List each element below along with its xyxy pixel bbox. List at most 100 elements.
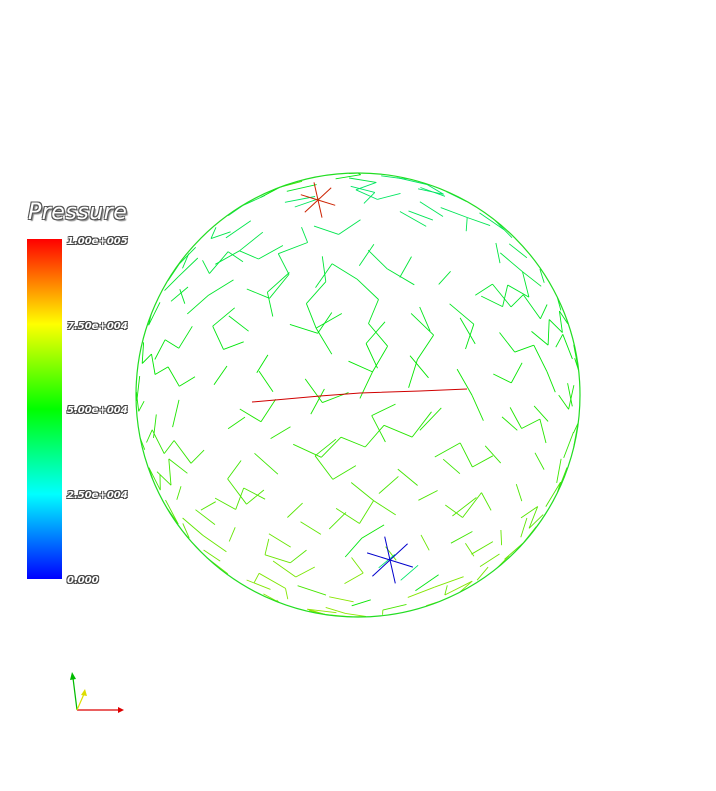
mesh-edge <box>315 313 343 329</box>
mesh-edge <box>510 294 524 308</box>
mesh-edge <box>170 286 189 302</box>
mesh-edge <box>332 465 357 480</box>
legend-tick-25: 2.50e+004 <box>67 490 128 501</box>
mesh-edge <box>168 458 172 486</box>
mesh-edge <box>521 418 541 429</box>
mesh-edge <box>493 373 512 384</box>
mesh-edge <box>420 534 430 551</box>
mesh-edge <box>287 502 303 518</box>
mesh-edge <box>492 283 512 308</box>
mesh-edge <box>450 531 473 544</box>
mesh-edge <box>210 231 231 240</box>
mesh-edge <box>320 436 342 458</box>
mesh-edge <box>203 549 221 562</box>
mesh-edge <box>335 508 360 524</box>
mesh-edge <box>500 529 503 546</box>
mesh-edge <box>476 566 489 581</box>
mesh-edge <box>399 256 412 278</box>
mesh-edge <box>235 487 245 510</box>
mesh-edge <box>539 418 547 444</box>
mesh-edge <box>208 279 234 296</box>
mesh-edge <box>246 288 270 299</box>
legend-title: Pressure <box>28 200 128 225</box>
peak-pressure-node <box>304 199 319 213</box>
mesh-edge <box>306 281 327 304</box>
mesh-edge <box>146 429 153 443</box>
mesh-edge <box>426 184 444 195</box>
mesh-edge <box>522 271 530 298</box>
mesh-edge <box>258 245 284 260</box>
low-pressure-node <box>366 552 391 561</box>
mesh-edge <box>368 299 379 324</box>
mesh-edge <box>484 445 502 464</box>
mesh-edge <box>338 219 361 235</box>
mesh-edge <box>228 527 236 542</box>
mesh-edge <box>359 500 374 524</box>
peak-pressure-node <box>313 182 319 201</box>
mesh-edge <box>355 189 378 200</box>
mesh-edge <box>378 554 396 569</box>
mesh-edge <box>187 294 209 315</box>
mesh-edge <box>411 411 432 438</box>
mesh-edge <box>479 553 500 567</box>
mesh-edge <box>444 585 448 596</box>
mesh-edge <box>481 295 503 308</box>
mesh-edge <box>383 424 413 438</box>
high-pressure-streak <box>251 388 468 403</box>
mesh-edge <box>399 211 427 227</box>
mesh-edge <box>314 438 337 457</box>
mesh-edge <box>272 560 297 578</box>
mesh-edge <box>210 227 217 239</box>
mesh-edge <box>510 362 523 384</box>
mesh-edge <box>459 317 476 345</box>
mesh-edge <box>138 400 145 412</box>
mesh-edge <box>151 429 165 454</box>
mesh-edge <box>520 506 538 519</box>
mesh-edge <box>156 471 172 486</box>
mesh-edge <box>254 452 279 475</box>
y-axis-line <box>72 677 78 711</box>
mesh-edge <box>460 580 473 592</box>
mesh-edge <box>417 334 434 360</box>
mesh-edge <box>445 504 463 518</box>
mesh-edge <box>227 478 247 505</box>
mesh-edge <box>348 360 373 373</box>
mesh-edge <box>141 342 145 364</box>
mesh-edge <box>419 407 442 431</box>
mesh-edge <box>164 339 180 349</box>
peak-pressure-node <box>317 199 323 218</box>
mesh-edge <box>202 260 210 274</box>
mesh-edge <box>520 517 528 538</box>
mesh-edge <box>440 207 468 218</box>
mesh-edge <box>501 416 518 431</box>
peak-pressure-node <box>317 187 332 201</box>
mesh-edge <box>307 608 337 614</box>
mesh-edge <box>573 422 579 434</box>
mesh-edge <box>264 538 270 555</box>
mesh-edge <box>253 573 260 583</box>
mesh-edge <box>141 353 152 364</box>
mesh-edge <box>215 250 240 265</box>
mesh-edge <box>176 486 182 500</box>
mesh-edge <box>438 270 451 285</box>
mesh-edge <box>387 268 415 286</box>
mesh-edge <box>239 408 262 423</box>
mesh-edge <box>195 509 216 525</box>
mesh-edge <box>173 440 192 464</box>
mesh-edge <box>465 324 475 350</box>
mesh-edge <box>154 339 166 360</box>
mesh-edge <box>258 572 286 589</box>
mesh-edge <box>293 443 322 458</box>
mesh-edge <box>294 198 319 208</box>
mesh-edge <box>297 585 327 596</box>
mesh-edge <box>239 250 259 260</box>
mesh-edge <box>533 405 549 422</box>
orientation-axes <box>70 672 124 713</box>
x-axis-arrow <box>118 707 124 713</box>
mesh-edge <box>400 564 419 581</box>
pressure-colorbar <box>27 239 62 579</box>
mesh-edge <box>260 398 277 423</box>
mesh-edge <box>289 323 318 334</box>
mesh-edge <box>331 263 358 280</box>
